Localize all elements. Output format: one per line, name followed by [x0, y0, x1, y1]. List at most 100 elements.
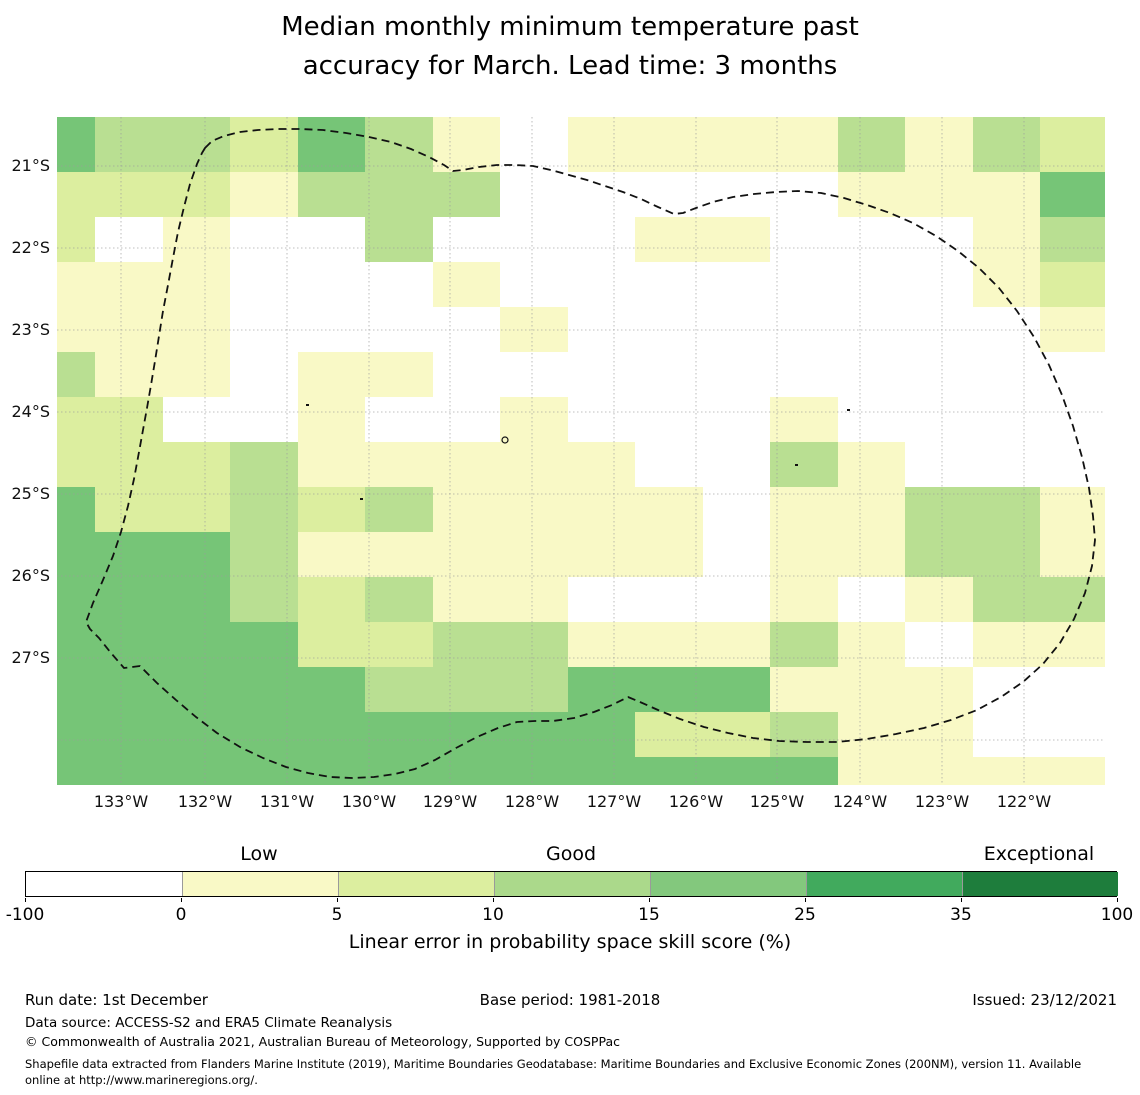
- y-tick-label: 26°S: [11, 566, 50, 585]
- colorbar-tick-mark: [181, 898, 182, 902]
- map-cell: [837, 397, 905, 442]
- map-cell: [500, 487, 568, 532]
- map-cell: [567, 172, 635, 217]
- map-cell: [567, 397, 635, 442]
- map-cell: [905, 117, 973, 172]
- map-cell: [1040, 532, 1105, 577]
- map-cell: [837, 352, 905, 397]
- map-cell: [57, 757, 95, 785]
- map-cell: [702, 622, 770, 667]
- map-cell: [567, 262, 635, 307]
- map-cell: [702, 442, 770, 487]
- chart-title: Median monthly minimum temperature past …: [0, 8, 1140, 86]
- map-cell: [635, 262, 703, 307]
- map-cell: [432, 172, 500, 217]
- map-cell: [162, 117, 230, 172]
- map-cell: [1040, 757, 1105, 785]
- map-cell: [297, 397, 365, 442]
- x-tick-label: 126°W: [668, 792, 724, 811]
- map-cell: [500, 532, 568, 577]
- colorbar-segment: [962, 872, 1118, 896]
- map-cell: [162, 622, 230, 667]
- colorbar-segment: [338, 872, 494, 896]
- map-cell: [95, 667, 163, 712]
- map-cell: [905, 307, 973, 352]
- map-cell: [365, 622, 433, 667]
- map-cell: [57, 667, 95, 712]
- colorbar-tick-label: 25: [794, 905, 816, 925]
- map-cell: [365, 262, 433, 307]
- map-cell: [365, 667, 433, 712]
- map-cell: [702, 172, 770, 217]
- map-cell: [635, 577, 703, 622]
- map-cell: [297, 622, 365, 667]
- map-cell: [972, 217, 1040, 262]
- map-cell: [297, 667, 365, 712]
- map-cell: [297, 262, 365, 307]
- map-cell: [567, 487, 635, 532]
- map-cell: [905, 577, 973, 622]
- colorbar-label-low: Low: [240, 843, 278, 865]
- map-cell: [230, 622, 298, 667]
- map-cell: [1040, 397, 1105, 442]
- map-cell: [365, 577, 433, 622]
- colorbar-segment: [494, 872, 650, 896]
- colorbar-tick-label: -100: [5, 905, 45, 925]
- map-cell: [230, 487, 298, 532]
- map-cell: [837, 532, 905, 577]
- map-cell: [837, 217, 905, 262]
- map-cell: [500, 217, 568, 262]
- colorbar-segment: [806, 872, 962, 896]
- map-cell: [770, 117, 838, 172]
- map-cell: [432, 487, 500, 532]
- map-cell: [297, 712, 365, 757]
- chart-title-line1: Median monthly minimum temperature past: [281, 12, 859, 42]
- map-cell: [972, 532, 1040, 577]
- map-cell: [702, 757, 770, 785]
- map-cell: [162, 532, 230, 577]
- map-cell: [770, 487, 838, 532]
- map-cell: [95, 397, 163, 442]
- map-cell: [432, 442, 500, 487]
- x-tick-label: 122°W: [996, 792, 1052, 811]
- map-cell: [837, 577, 905, 622]
- colorbar-segment: [182, 872, 338, 896]
- map-cell: [500, 117, 568, 172]
- map-cell: [297, 442, 365, 487]
- map-cell: [162, 397, 230, 442]
- colorbar-tick-mark: [493, 898, 494, 902]
- map-cell: [230, 262, 298, 307]
- map-cell: [365, 757, 433, 785]
- map-cell: [365, 352, 433, 397]
- map-cell: [635, 352, 703, 397]
- map-cell: [972, 442, 1040, 487]
- map-cell: [432, 622, 500, 667]
- map-cell: [905, 757, 973, 785]
- map-cell: [230, 532, 298, 577]
- map-cell: [770, 712, 838, 757]
- colorbar-tick-label: 100: [1100, 905, 1134, 925]
- map-cell: [432, 667, 500, 712]
- map-cell: [365, 487, 433, 532]
- chart-title-line2: accuracy for March. Lead time: 3 months: [302, 51, 838, 81]
- map-cell: [95, 712, 163, 757]
- map-cell: [365, 307, 433, 352]
- x-tick-label: 123°W: [914, 792, 970, 811]
- map-cell: [972, 397, 1040, 442]
- base-period-text: Base period: 1981-2018: [479, 991, 661, 1009]
- x-tick-label: 127°W: [586, 792, 642, 811]
- map-cell: [770, 172, 838, 217]
- map-cell: [57, 352, 95, 397]
- map-cell: [297, 757, 365, 785]
- map-cell: [1040, 307, 1105, 352]
- colorbar: [25, 871, 1118, 897]
- map-cell: [567, 442, 635, 487]
- map-cell: [837, 307, 905, 352]
- map-cell: [162, 262, 230, 307]
- map-cell: [162, 667, 230, 712]
- map-cell: [57, 487, 95, 532]
- map-cell: [230, 667, 298, 712]
- map-cell: [95, 117, 163, 172]
- map-cell: [702, 307, 770, 352]
- map-cell: [837, 172, 905, 217]
